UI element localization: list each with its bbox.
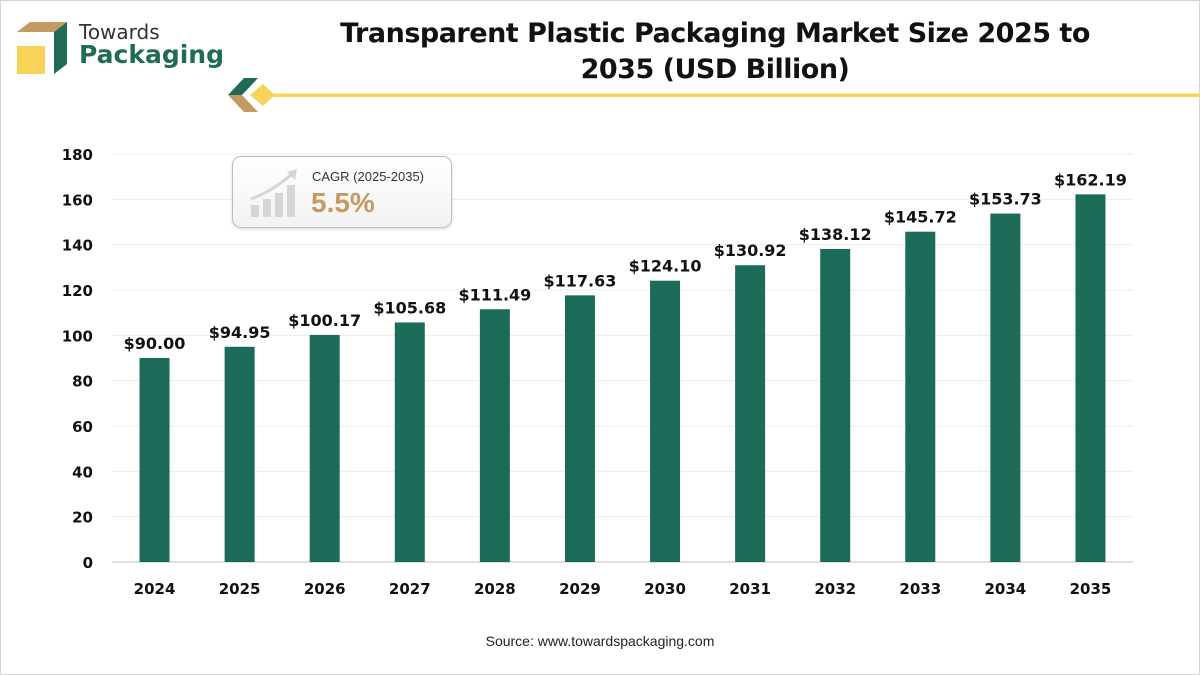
x-tick-label: 2024 bbox=[134, 580, 176, 598]
bar bbox=[394, 322, 425, 562]
y-tick-label: 60 bbox=[72, 418, 93, 436]
data-label: $153.73 bbox=[969, 190, 1042, 209]
data-label: $117.63 bbox=[544, 271, 617, 290]
y-tick-label: 0 bbox=[83, 554, 93, 572]
x-tick-label: 2029 bbox=[559, 580, 601, 598]
data-label: $138.12 bbox=[799, 225, 872, 244]
data-label: $94.95 bbox=[209, 323, 271, 342]
x-tick-label: 2026 bbox=[304, 580, 346, 598]
data-label: $162.19 bbox=[1054, 170, 1127, 189]
data-label: $130.92 bbox=[714, 241, 787, 260]
data-label: $111.49 bbox=[458, 285, 531, 304]
data-label: $105.68 bbox=[373, 298, 446, 317]
bar bbox=[479, 309, 510, 562]
brand-logo-icon bbox=[17, 22, 67, 74]
x-tick-label: 2030 bbox=[644, 580, 686, 598]
data-label: $100.17 bbox=[288, 311, 361, 330]
bar bbox=[309, 334, 340, 562]
bar bbox=[1075, 194, 1106, 563]
y-tick-label: 160 bbox=[62, 191, 93, 209]
x-tick-label: 2027 bbox=[389, 580, 431, 598]
x-tick-label: 2033 bbox=[899, 580, 941, 598]
bar bbox=[564, 295, 595, 562]
data-label: $90.00 bbox=[124, 334, 186, 353]
y-tick-label: 100 bbox=[62, 327, 93, 345]
bar bbox=[820, 248, 851, 563]
x-tick-label: 2031 bbox=[729, 580, 771, 598]
bar bbox=[735, 265, 766, 562]
title-divider-icon bbox=[228, 78, 1200, 112]
source-note: Source: www.towardspackaging.com bbox=[485, 633, 715, 649]
y-tick-label: 80 bbox=[72, 373, 93, 391]
bar bbox=[224, 346, 255, 562]
bar bbox=[905, 231, 936, 562]
x-tick-label: 2034 bbox=[985, 580, 1027, 598]
y-tick-label: 180 bbox=[62, 146, 93, 164]
brand-name-line1: Towards bbox=[79, 20, 160, 44]
cagr-box: CAGR (2025-2035) 5.5% bbox=[232, 156, 452, 228]
y-tick-label: 120 bbox=[62, 282, 93, 300]
growth-chart-icon bbox=[250, 169, 297, 217]
bar bbox=[139, 358, 170, 562]
x-tick-label: 2025 bbox=[219, 580, 261, 598]
bar bbox=[990, 213, 1021, 562]
x-tick-label: 2028 bbox=[474, 580, 516, 598]
x-tick-label: 2035 bbox=[1070, 580, 1112, 598]
cagr-value: 5.5% bbox=[311, 187, 375, 218]
chart-title: Transparent Plastic Packaging Market Siz… bbox=[340, 18, 1090, 85]
y-tick-label: 40 bbox=[72, 463, 93, 481]
x-tick-label: 2032 bbox=[814, 580, 856, 598]
bar bbox=[650, 280, 681, 562]
data-label: $124.10 bbox=[629, 257, 702, 276]
data-label: $145.72 bbox=[884, 208, 957, 227]
brand-name-line2: Packaging bbox=[79, 40, 224, 69]
cagr-label: CAGR (2025-2035) bbox=[312, 169, 424, 184]
y-tick-label: 140 bbox=[62, 237, 93, 255]
y-tick-label: 20 bbox=[72, 509, 93, 527]
